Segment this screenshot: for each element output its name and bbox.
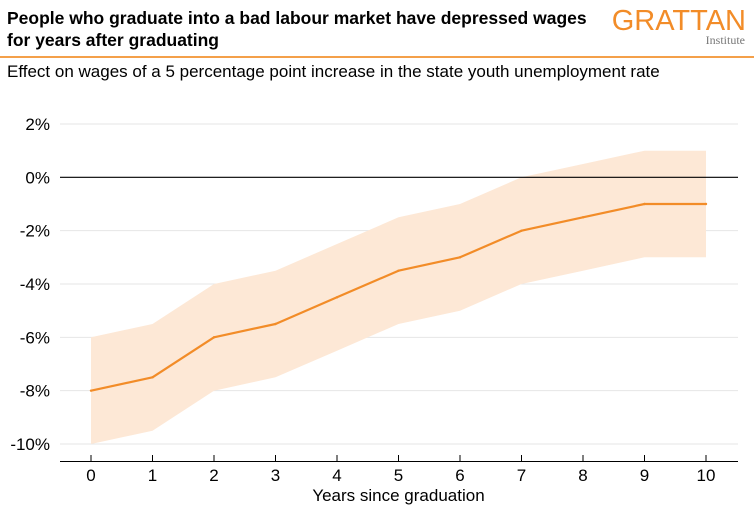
x-tick-label: 5 — [394, 466, 403, 485]
x-tick-label: 8 — [578, 466, 587, 485]
x-tick-label: 3 — [271, 466, 280, 485]
y-tick-label: -4% — [20, 275, 50, 294]
data-point — [274, 322, 277, 326]
logo-subtext: Institute — [705, 33, 745, 47]
data-point — [89, 389, 93, 392]
data-point — [643, 202, 646, 206]
data-point — [335, 296, 339, 299]
y-tick-labels: 2% 0% -2% -4% -6% -8% -10% — [10, 115, 50, 454]
confidence-band-layer — [91, 150, 706, 444]
x-tick-label: 4 — [332, 466, 341, 485]
logo-wordmark: GRATTAN — [611, 5, 746, 37]
x-axis-label: Years since graduation — [312, 486, 484, 505]
x-axis — [60, 455, 738, 462]
data-point — [520, 229, 523, 232]
y-tick-label: -2% — [20, 222, 50, 241]
x-tick-label: 2 — [209, 466, 218, 485]
x-tick-label: 1 — [148, 466, 157, 485]
series-line-layer — [89, 202, 708, 392]
chart-subtitle: Effect on wages of a 5 percentage point … — [7, 62, 660, 81]
x-tick-label: 10 — [697, 466, 716, 485]
x-tick-labels: 0 1 2 3 4 5 6 7 8 9 10 — [86, 466, 715, 485]
confidence-band — [91, 150, 706, 444]
y-tick-label: -8% — [20, 382, 50, 401]
data-point — [212, 336, 216, 339]
data-point — [704, 202, 708, 206]
data-point — [151, 376, 154, 379]
header-rule — [0, 56, 754, 58]
y-tick-label: 2% — [25, 115, 50, 134]
x-tick-label: 7 — [517, 466, 526, 485]
x-tick-label: 6 — [455, 466, 464, 485]
data-point — [458, 256, 462, 259]
y-tick-label: -10% — [10, 435, 50, 454]
y-tick-label: -6% — [20, 328, 50, 347]
grattan-logo: GRATTAN Institute — [612, 6, 746, 48]
chart-title: People who graduate into a bad labour ma… — [7, 8, 587, 50]
y-tick-label: 0% — [25, 168, 50, 187]
x-tick-label: 9 — [640, 466, 649, 485]
data-point — [397, 269, 400, 272]
data-point — [581, 216, 585, 219]
x-tick-label: 0 — [86, 466, 95, 485]
